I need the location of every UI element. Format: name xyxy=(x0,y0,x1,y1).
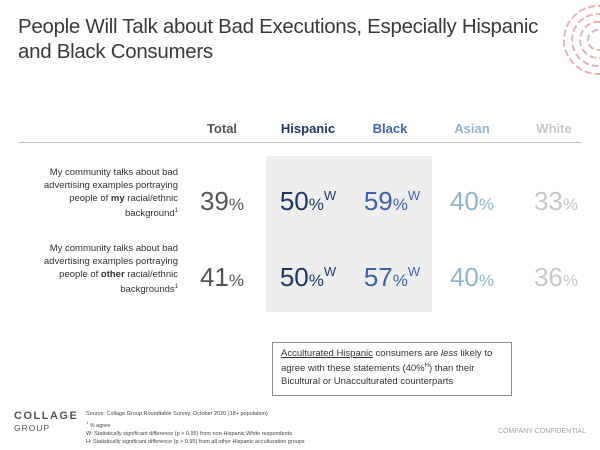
value-cell: 59%W xyxy=(363,186,421,216)
page-title: People Will Talk about Bad Executions, E… xyxy=(18,15,539,63)
value-cell: 40% xyxy=(449,186,495,216)
column-header-white: White xyxy=(536,121,572,136)
hispanic-column-highlight xyxy=(266,156,432,312)
footnote-h: H: Statistically significant difference … xyxy=(86,439,305,446)
header-divider xyxy=(18,142,582,143)
column-header-asian: Asian xyxy=(454,121,490,136)
footnote-w: W: Statistically significant difference … xyxy=(86,430,292,437)
footnote-source: Source: Collage Group Roundtable Survey,… xyxy=(86,411,268,417)
column-header-black: Black xyxy=(372,121,408,136)
collage-group-logo: COLLAGE GROUP xyxy=(14,410,79,433)
concentric-arcs-icon xyxy=(563,5,600,75)
value-cell: 40% xyxy=(449,262,495,292)
value-cell: 57%W xyxy=(363,262,421,292)
row-label-other-backgrounds: My community talks about bad advertising… xyxy=(43,243,178,296)
value-cell: 41% xyxy=(199,262,245,292)
value-cell: 50%W xyxy=(279,186,337,216)
footnote-1: 1 % agree xyxy=(86,419,111,429)
column-header-total: Total xyxy=(206,121,238,136)
value-cell: 50%W xyxy=(279,262,337,292)
value-cell: 33% xyxy=(533,186,579,216)
row-label-my-background: My community talks about bad advertising… xyxy=(43,167,178,220)
value-cell: 39% xyxy=(199,186,245,216)
footnotes: Source: Collage Group Roundtable Survey,… xyxy=(86,410,466,447)
confidential-label: COMPANY CONFIDENTIAL xyxy=(497,428,586,435)
callout-box: Acculturated Hispanic consumers are less… xyxy=(272,342,512,396)
value-cell: 36% xyxy=(533,262,579,292)
column-header-hispanic: Hispanic xyxy=(280,121,336,136)
